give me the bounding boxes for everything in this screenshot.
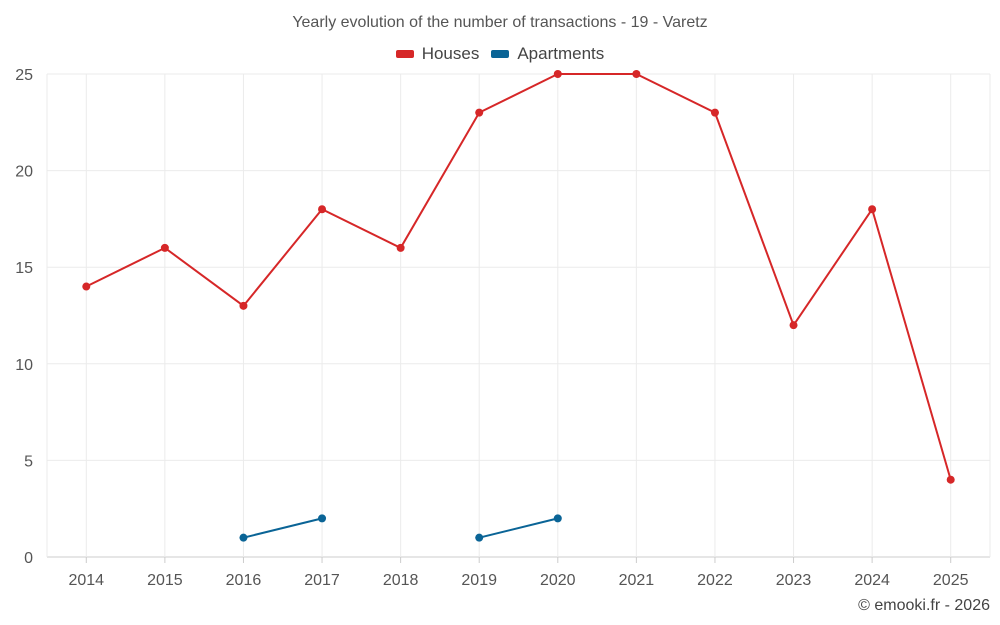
x-tick-label-2021: 2021 [619, 572, 655, 589]
x-tick-label-2014: 2014 [68, 572, 104, 589]
legend-item-apartments[interactable]: Apartments [491, 44, 604, 64]
x-tick-label-2025: 2025 [933, 572, 969, 589]
data-point-houses-2016[interactable] [239, 301, 248, 310]
data-point-apartments-2016[interactable] [239, 533, 248, 542]
data-point-houses-2023[interactable] [789, 321, 798, 330]
y-tick-label-15: 15 [15, 260, 33, 277]
data-point-houses-2014[interactable] [82, 282, 91, 291]
data-point-houses-2022[interactable] [710, 108, 719, 117]
y-tick-label-10: 10 [15, 357, 33, 374]
legend-label-apartments: Apartments [517, 44, 605, 63]
x-tick-label-2019: 2019 [461, 572, 497, 589]
data-point-houses-2025[interactable] [946, 475, 955, 484]
x-tick-label-2015: 2015 [147, 572, 183, 589]
x-tick-label-2017: 2017 [304, 572, 340, 589]
legend-item-houses[interactable]: Houses [395, 44, 480, 64]
legend-swatch-houses [395, 50, 414, 58]
series-line-apartments-1 [478, 517, 559, 539]
y-tick-label-20: 20 [15, 164, 33, 181]
series-line-apartments-0 [243, 517, 323, 539]
x-tick-label-2023: 2023 [776, 572, 812, 589]
y-tick-label-0: 0 [24, 550, 33, 567]
data-point-apartments-2020[interactable] [553, 514, 562, 523]
legend-label-houses: Houses [421, 44, 480, 63]
x-tick-label-2022: 2022 [697, 572, 733, 589]
y-tick-label-5: 5 [24, 453, 33, 470]
data-point-apartments-2019[interactable] [475, 533, 484, 542]
x-tick-label-2024: 2024 [854, 572, 890, 589]
series-line-houses-0 [85, 73, 952, 480]
x-tick-label-2018: 2018 [383, 572, 419, 589]
data-point-houses-2019[interactable] [475, 108, 484, 117]
legend: Houses Apartments [0, 44, 1000, 64]
data-point-houses-2015[interactable] [160, 243, 169, 252]
legend-swatch-apartments [491, 50, 510, 58]
chart-title: Yearly evolution of the number of transa… [292, 14, 708, 31]
data-point-houses-2017[interactable] [318, 205, 327, 214]
y-tick-label-25: 25 [15, 67, 33, 84]
data-point-apartments-2017[interactable] [318, 514, 327, 523]
x-tick-label-2016: 2016 [226, 572, 262, 589]
data-point-houses-2018[interactable] [396, 243, 405, 252]
data-point-houses-2021[interactable] [632, 70, 641, 78]
data-point-houses-2020[interactable] [553, 70, 562, 78]
x-tick-label-2020: 2020 [540, 572, 576, 589]
credit-text: © emooki.fr - 2026 [858, 597, 990, 614]
data-point-houses-2024[interactable] [868, 205, 877, 214]
